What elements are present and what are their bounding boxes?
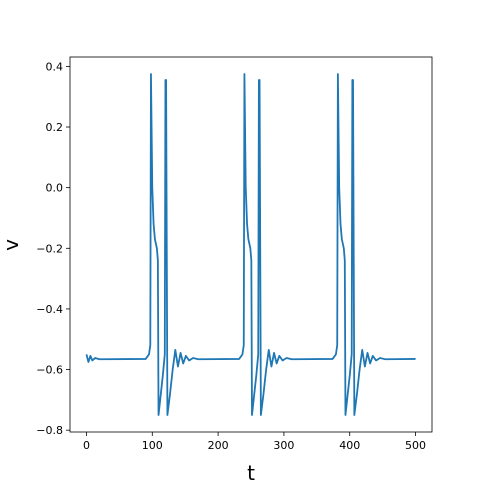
x-tick-label: 300: [273, 439, 294, 452]
y-axis-label: v: [0, 239, 23, 251]
y-tick-label: 0.2: [46, 121, 64, 134]
x-axis-label: t: [247, 461, 255, 484]
plot-frame: [69, 56, 433, 433]
y-tick-label: −0.6: [36, 364, 63, 377]
y-tick-label: −0.2: [36, 242, 63, 255]
y-tick-label: −0.4: [36, 303, 63, 316]
x-tick-label: 200: [208, 439, 229, 452]
x-tick-label: 0: [83, 439, 90, 452]
x-tick-label: 400: [339, 439, 360, 452]
y-tick-label: −0.8: [36, 424, 63, 437]
y-tick-label: 0.4: [46, 60, 64, 73]
data-line: [85, 73, 416, 416]
y-tick-label: 0.0: [46, 182, 64, 195]
x-tick-label: 100: [142, 439, 163, 452]
x-tick-label: 500: [405, 439, 426, 452]
